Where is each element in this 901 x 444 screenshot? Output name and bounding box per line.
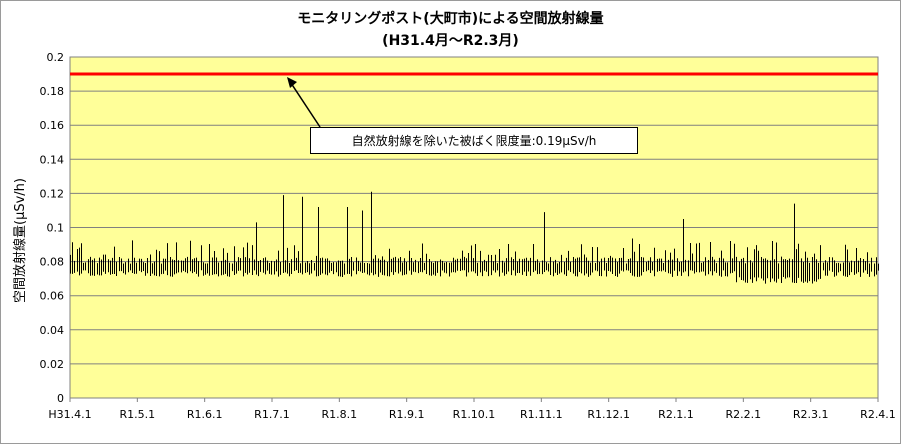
x-tick-label: R2.2.1 [726, 408, 762, 421]
y-tick-label: 0.04 [40, 324, 65, 337]
y-tick-label: 0.06 [40, 290, 65, 303]
x-tick-label: R2.3.1 [793, 408, 829, 421]
limit-annotation-box: 自然放射線を除いた被ばく限度量:0.19μSv/h [310, 127, 638, 154]
x-tick-label: R1.8.1 [322, 408, 358, 421]
x-tick-label: R1.7.1 [254, 408, 290, 421]
y-tick-label: 0.08 [40, 256, 65, 269]
chart-title: モニタリングポスト(大町市)による空間放射線量 [297, 11, 604, 27]
y-tick-label: 0.1 [47, 222, 65, 235]
y-tick-label: 0.12 [40, 187, 65, 200]
x-tick-label: R2.1.1 [658, 408, 694, 421]
x-tick-label: R2.4.1 [860, 408, 896, 421]
y-tick-label: 0.18 [40, 85, 65, 98]
x-tick-label: R1.6.1 [187, 408, 223, 421]
limit-annotation-text: 自然放射線を除いた被ばく限度量:0.19μSv/h [351, 134, 597, 148]
annotation-arrow-head [287, 77, 297, 89]
annotation-arrow-shaft [290, 82, 321, 128]
x-tick-label: R1.12.1 [587, 408, 630, 421]
y-tick-label: 0.16 [40, 119, 65, 132]
y-tick-label: 0.14 [40, 153, 65, 166]
y-tick-label: 0.02 [40, 358, 65, 371]
x-tick-label: R1.5.1 [120, 408, 156, 421]
chart-subtitle: (H31.4月～R2.3月) [382, 33, 519, 49]
x-tick-label: R1.10.1 [453, 408, 496, 421]
y-tick-label: 0.2 [47, 51, 65, 64]
x-tick-label: R1.9.1 [389, 408, 425, 421]
x-tick-label: H31.4.1 [48, 408, 91, 421]
y-tick-label: 0 [57, 392, 64, 405]
x-tick-label: R1.11.1 [520, 408, 563, 421]
